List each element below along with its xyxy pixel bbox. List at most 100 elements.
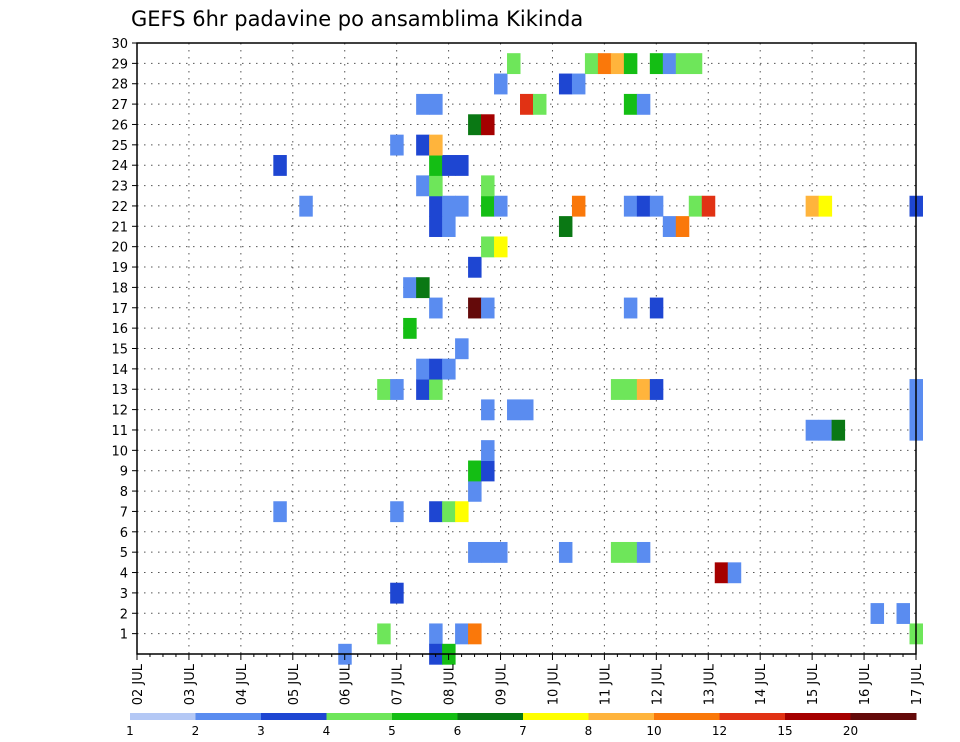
precip-cell — [468, 480, 482, 502]
precip-cell — [701, 195, 716, 217]
precip-cell — [494, 195, 508, 217]
precip-cell — [636, 93, 651, 115]
y-tick-label: 19 — [111, 261, 128, 276]
precip-cell — [299, 195, 313, 217]
precip-cell — [507, 53, 521, 75]
y-tick-label: 15 — [111, 343, 128, 358]
y-tick-label: 22 — [111, 200, 128, 215]
precip-cell — [831, 419, 846, 441]
x-tick-label: 17 JUL — [910, 663, 925, 705]
y-tick-label: 16 — [111, 322, 128, 337]
precip-cell — [494, 541, 508, 563]
y-tick-label: 4 — [120, 567, 128, 582]
y-tick-label: 29 — [111, 57, 128, 72]
x-tick-label: 09 JUL — [495, 663, 510, 705]
colorbar-segment — [523, 713, 589, 720]
x-tick-label: 04 JUL — [235, 663, 250, 705]
precip-cell — [494, 236, 508, 258]
colorbar-label: 6 — [454, 724, 462, 738]
precip-cell — [429, 216, 443, 237]
precip-cell — [416, 358, 430, 380]
y-tick-label: 11 — [111, 424, 128, 439]
precip-cell — [416, 93, 430, 115]
precip-cell — [649, 195, 664, 217]
x-tick-label: 05 JUL — [287, 663, 302, 705]
precip-cell — [429, 195, 443, 217]
chart-title: GEFS 6hr padavine po ansamblima Kikinda — [131, 7, 583, 31]
precip-cell — [649, 379, 664, 400]
y-tick-label: 23 — [111, 180, 128, 195]
precip-cell — [442, 501, 456, 523]
y-tick-label: 30 — [111, 37, 128, 52]
precip-cell — [481, 236, 495, 258]
precip-cell — [273, 155, 287, 176]
y-tick-label: 25 — [111, 139, 128, 154]
colorbar-segment — [654, 713, 720, 720]
precip-cell — [870, 603, 885, 624]
precip-cell — [649, 53, 664, 75]
precip-cell — [481, 440, 495, 462]
precip-cell — [377, 623, 391, 645]
colorbar-label: 5 — [388, 724, 396, 738]
precip-cell — [455, 501, 469, 523]
precip-cell — [610, 379, 625, 400]
precip-cell — [442, 155, 456, 176]
x-tick-label: 10 JUL — [546, 663, 561, 705]
precip-cell — [623, 297, 638, 319]
precip-cell — [623, 541, 638, 563]
y-tick-label: 13 — [111, 383, 128, 398]
precip-cell — [597, 53, 612, 75]
colorbar-segment — [457, 713, 524, 720]
colorbar-segment — [850, 713, 917, 720]
precip-cell — [623, 53, 638, 75]
colorbar-segment — [785, 713, 851, 720]
precip-cell — [662, 53, 677, 75]
precip-cell — [429, 379, 443, 400]
colorbar-segment — [719, 713, 786, 720]
precip-cell — [688, 53, 703, 75]
y-tick-label: 5 — [120, 546, 128, 561]
colorbar-label: 7 — [519, 724, 527, 738]
y-tick-label: 7 — [120, 505, 128, 520]
x-axis: 02 JUL 03 JUL 04 JUL 05 JUL 06 JUL 07 JUL 08 J… — [131, 654, 925, 705]
precip-cell — [403, 277, 417, 299]
y-tick-label: 14 — [111, 363, 128, 378]
precip-cell — [390, 134, 404, 156]
precip-cell — [818, 195, 833, 217]
colorbar-segment — [195, 713, 262, 720]
precip-cell — [429, 175, 443, 197]
colorbar-label: 20 — [843, 724, 858, 738]
precip-cell — [468, 297, 482, 319]
precip-cell — [896, 603, 911, 624]
precip-cell — [273, 501, 287, 523]
y-tick-label: 9 — [120, 465, 128, 480]
grid-lines — [136, 42, 917, 654]
x-tick-label: 02 JUL — [131, 663, 146, 705]
colorbar-label: 12 — [712, 724, 727, 738]
precip-cell — [571, 195, 586, 217]
x-tick-label: 06 JUL — [339, 663, 354, 705]
precip-cell — [610, 541, 625, 563]
precip-cell — [455, 195, 469, 217]
precip-cell — [468, 114, 482, 136]
precip-cell — [429, 134, 443, 156]
precip-cell — [481, 114, 495, 136]
precip-cell — [818, 419, 833, 441]
plot-frame — [136, 42, 917, 655]
precip-cell — [377, 379, 391, 400]
precip-cell — [429, 358, 443, 380]
precip-cell — [455, 623, 469, 645]
precip-cell — [429, 297, 443, 319]
precip-cell — [429, 501, 443, 523]
y-tick-label: 10 — [111, 444, 128, 459]
y-tick-label: 2 — [120, 607, 128, 622]
precip-cell — [390, 501, 404, 523]
colorbar-segment — [392, 713, 458, 720]
precip-cell — [623, 195, 638, 217]
precip-cell — [416, 277, 430, 299]
precip-cell — [429, 93, 443, 115]
x-tick-label: 11 JUL — [598, 663, 613, 705]
precip-cell — [481, 195, 495, 217]
precip-cell — [649, 297, 664, 319]
